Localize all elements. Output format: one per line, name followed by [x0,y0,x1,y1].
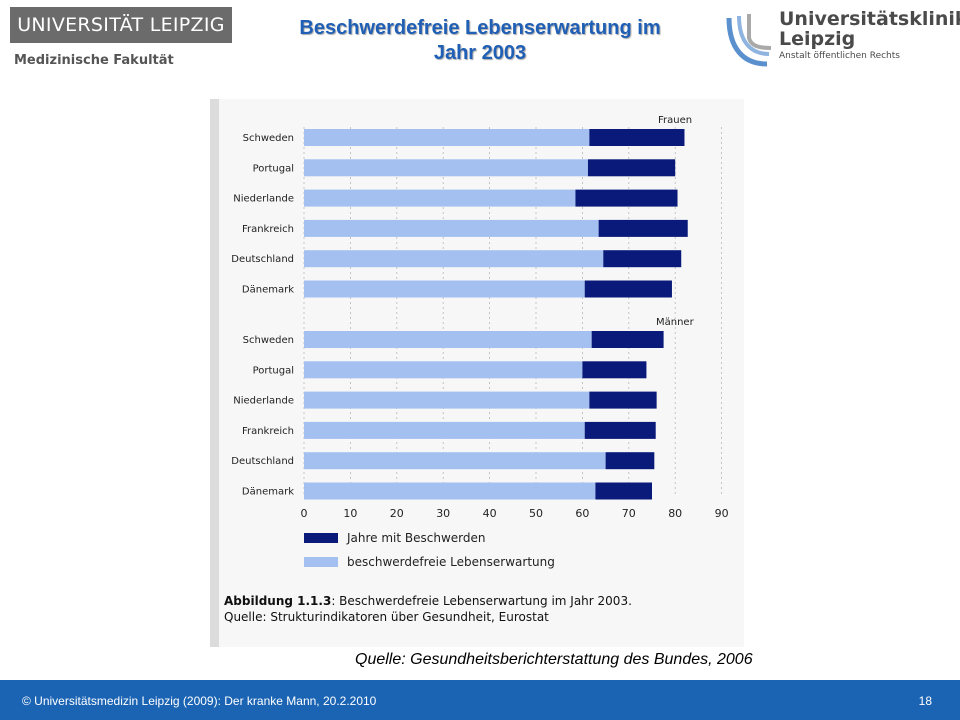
bar-complaint-years [605,452,655,470]
category-label: Dänemark [242,487,294,498]
figure-caption-line-2: Quelle: Strukturindikatoren über Gesundh… [224,610,549,624]
figure-caption-line-1: Abbildung 1.1.3: Beschwerdefreie Lebense… [224,594,632,608]
caption-figure-number: Abbildung 1.1.3 [224,594,331,608]
category-label: Niederlande [233,194,294,205]
clinic-legal-form: Anstalt öffentlichen Rechts [779,51,900,61]
bar-healthy-years [304,361,583,379]
x-tick-label: 30 [436,507,450,520]
category-label: Frankreich [242,224,294,235]
clinic-city: Leipzig [779,28,856,50]
title-line-2: Jahr 2003 [433,42,527,64]
category-label: Schweden [243,133,294,144]
bar-complaint-years [582,361,647,379]
panel-label-maenner: Männer [656,317,695,328]
clinic-name: Universitätsklinikum [779,8,960,30]
bar-healthy-years [304,219,599,237]
footer-copyright: © Universitätsmedizin Leipzig (2009): De… [22,694,377,708]
bar-healthy-years [304,189,576,207]
bar-healthy-years [304,159,588,177]
legend-label-complaints: Jahre mit Beschwerden [346,531,486,545]
bar-complaint-years [584,280,672,298]
category-label: Dänemark [242,285,294,296]
x-tick-label: 80 [668,507,682,520]
clinic-logo-mark-icon [726,14,772,67]
bar-complaint-years [595,482,652,500]
faculty-label: Medizinische Fakultät [14,53,174,68]
legend-label-healthy: beschwerdefreie Lebenserwartung [347,555,555,569]
panel-label-frauen: Frauen [658,115,692,126]
bar-complaint-years [589,129,685,146]
page-number: 18 [918,694,932,708]
university-leipzig-logo: UNIVERSITÄT LEIPZIG [10,7,232,43]
x-tick-label: 50 [529,507,543,520]
bar-healthy-years [304,482,596,500]
bar-healthy-years [304,421,585,439]
category-label: Niederlande [233,396,294,407]
x-tick-label: 60 [575,507,589,520]
title-line-1: Beschwerdefreie Lebenserwartung im [299,17,661,39]
bar-complaint-years [603,250,682,268]
bar-healthy-years [304,331,592,348]
x-tick-label: 10 [343,507,357,520]
bar-healthy-years [304,280,585,298]
legend-swatch-healthy [304,557,338,567]
chart-bars [304,129,688,500]
footer-bar: © Universitätsmedizin Leipzig (2009): De… [0,680,960,720]
bar-healthy-years [304,391,590,409]
chart-category-labels: Schweden Portugal Niederlande Frankreich Deu… [231,133,294,498]
x-tick-label: 90 [715,507,729,520]
clinic-logo: Universitätsklinikum Leipzig Anstalt öff… [723,8,960,68]
category-label: Schweden [243,335,294,346]
bar-complaint-years [591,331,664,348]
bar-complaint-years [587,159,676,177]
x-tick-label: 0 [301,507,308,520]
bar-complaint-years [598,219,688,237]
category-label: Deutschland [231,254,294,265]
bar-complaint-years [575,189,678,207]
x-tick-label: 70 [622,507,636,520]
source-citation: Quelle: Gesundheitsberichterstattung des… [355,651,753,668]
bar-healthy-years [304,452,606,470]
x-axis-tick-labels: 0 10 20 30 40 50 60 70 80 90 [301,507,729,520]
slide-title: Beschwerdefreie Lebenserwartung im Jahr … [250,16,710,66]
bar-healthy-years [304,129,590,146]
x-tick-label: 40 [483,507,497,520]
category-label: Portugal [253,365,294,376]
bar-complaint-years [589,391,657,409]
life-expectancy-chart: Schweden Portugal Niederlande Frankreich Deu… [224,115,729,624]
figure-scan: Schweden Portugal Niederlande Frankreich Deu… [210,99,744,647]
chart-gridlines [303,127,723,497]
category-label: Frankreich [242,426,294,437]
bar-healthy-years [304,250,604,268]
caption-title: : Beschwerdefreie Lebenserwartung im Jah… [331,594,632,608]
category-label: Portugal [253,163,294,174]
bar-complaint-years [584,421,656,439]
legend-swatch-complaints [304,533,338,543]
category-label: Deutschland [231,456,294,467]
figure-edge [210,99,219,647]
x-tick-label: 20 [390,507,404,520]
